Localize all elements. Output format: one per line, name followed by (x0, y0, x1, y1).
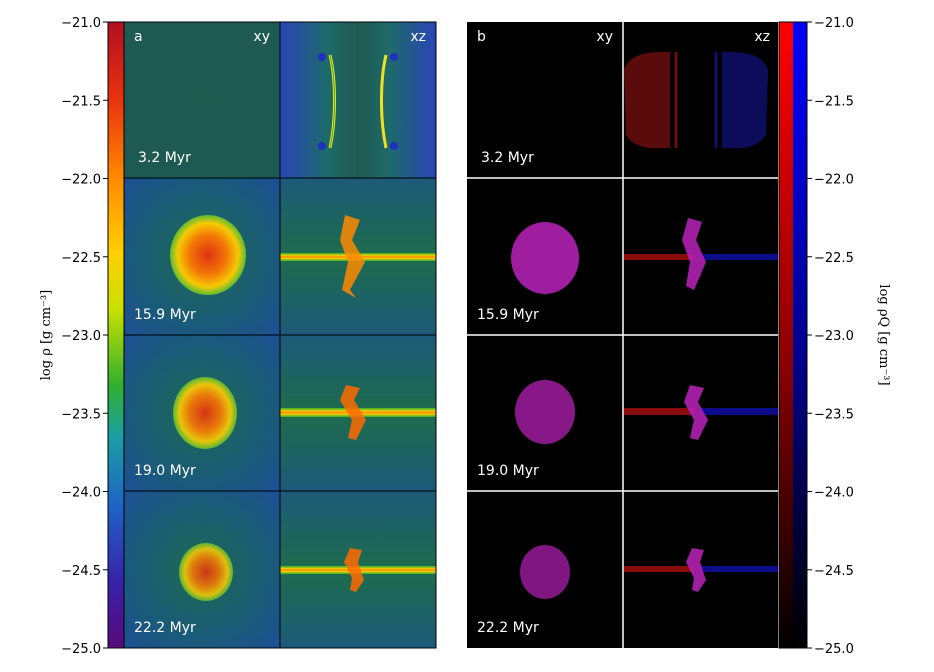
colorbar-tick-label: −22.0 (61, 173, 101, 188)
colorbar-tick-label: −23.0 (814, 329, 854, 344)
tracer-disk-blue-row4 (700, 566, 778, 572)
shell-knot (318, 142, 326, 150)
colorbar-tick-label: −22.5 (61, 251, 101, 266)
panel-a-xz-row1 (280, 22, 436, 178)
tracer-cloud-xy-row2 (511, 222, 579, 294)
panel-a-time-label: 22.2 Myr (134, 620, 196, 636)
panel-a-time-label: 15.9 Myr (134, 307, 196, 323)
shell-wall-left-edge (329, 54, 335, 149)
tracer-cloud-xy-row4 (520, 545, 570, 599)
shell-knot (390, 53, 398, 61)
colorbar-tick-label: −21.5 (814, 94, 854, 109)
colorbar-tick-label: −23.5 (61, 407, 101, 422)
panel-a-xy-row1 (124, 22, 280, 178)
panel-a-time-label: 19.0 Myr (134, 463, 196, 479)
colorbar-left-ticks: −21.0 −21.5 −22.0 −22.5 −23.0 −23.5 −24.0 −24.5… (61, 16, 108, 657)
tracer-disk-red-row4 (624, 566, 694, 572)
colorbar-right-label: log ρQ [g cm⁻³] (876, 284, 891, 385)
shell-knot (390, 142, 398, 150)
tracer-outflow-row3 (684, 385, 708, 440)
cloud-xy-row2 (170, 215, 246, 295)
tracer-outflow-row2 (682, 218, 706, 290)
colorbar-left: −21.0 −21.5 −22.0 −22.5 −23.0 −23.5 −24.0 −24.5… (39, 16, 125, 657)
colorbar-right-ticks: −21.0 −21.5 −22.0 −22.5 −23.0 −23.5 −24.0 −24.5… (807, 16, 854, 657)
colorbar-tick-label: −23.5 (814, 407, 854, 422)
bubble-blue-half (722, 52, 768, 149)
shell-knot (318, 53, 326, 61)
outflow-xz-row4 (344, 548, 364, 592)
panel-b-col-label-xy: xy (596, 29, 613, 45)
panel-a-frame (123, 21, 437, 649)
panel-a: a xy xz 3.2 Myr 15.9 Myr 19.0 Myr 22.2 M… (123, 21, 437, 649)
tracer-outflow-row4 (686, 548, 706, 592)
colorbar-tick-label: −21.0 (814, 16, 854, 31)
panel-a-col-label-xy: xy (253, 29, 270, 45)
colorbar-tick-label: −21.5 (61, 94, 101, 109)
colorbar-tick-label: −24.5 (61, 564, 101, 579)
cloud-xy-row3 (173, 377, 237, 449)
panel-b-time-label: 15.9 Myr (477, 307, 539, 323)
colorbar-right-blue (793, 22, 807, 648)
colorbar-tick-label: −24.0 (61, 486, 101, 501)
tracer-disk-red-row2 (624, 254, 694, 260)
cloud-xy-row4 (179, 543, 233, 601)
tracer-cloud-xy-row3 (515, 380, 575, 444)
panel-b-time-label: 3.2 Myr (481, 150, 534, 166)
colorbar-right-red (779, 22, 793, 648)
colorbar-tick-label: −24.0 (814, 486, 854, 501)
colorbar-tick-label: −23.0 (61, 329, 101, 344)
outflow-xz-row2 (340, 215, 365, 298)
outflow-xz-row3 (340, 385, 366, 440)
bubble-red-half (624, 52, 670, 149)
colorbar-tick-label: −22.5 (814, 251, 854, 266)
panel-a-time-label: 3.2 Myr (138, 150, 191, 166)
panel-b: b xy xz 3.2 Myr 15.9 Myr 19.0 Myr 22.2 M… (467, 22, 778, 648)
panel-b-col-label-xz: xz (754, 29, 770, 45)
panel-b-time-label: 19.0 Myr (477, 463, 539, 479)
colorbar-left-label: log ρ [g cm⁻³] (39, 290, 54, 381)
tracer-disk-blue-row3 (700, 408, 778, 415)
panel-a-col-label-xz: xz (410, 29, 426, 45)
panel-a-letter: a (134, 29, 143, 45)
colorbar-tick-label: −25.0 (814, 642, 854, 657)
panel-b-letter: b (477, 29, 486, 45)
shell-wall-right (380, 54, 388, 149)
tracer-disk-blue-row2 (700, 254, 778, 260)
tracer-disk-red-row3 (624, 408, 694, 415)
colorbar-tick-label: −21.0 (61, 16, 101, 31)
colorbar-left-bar (107, 21, 125, 649)
colorbar-tick-label: −24.5 (814, 564, 854, 579)
panel-b-time-label: 22.2 Myr (477, 620, 539, 636)
colorbar-right: −21.0 −21.5 −22.0 −22.5 −23.0 −23.5 −24.0 −24.5… (778, 16, 891, 657)
colorbar-tick-label: −25.0 (61, 642, 101, 657)
colorbar-tick-label: −22.0 (814, 173, 854, 188)
